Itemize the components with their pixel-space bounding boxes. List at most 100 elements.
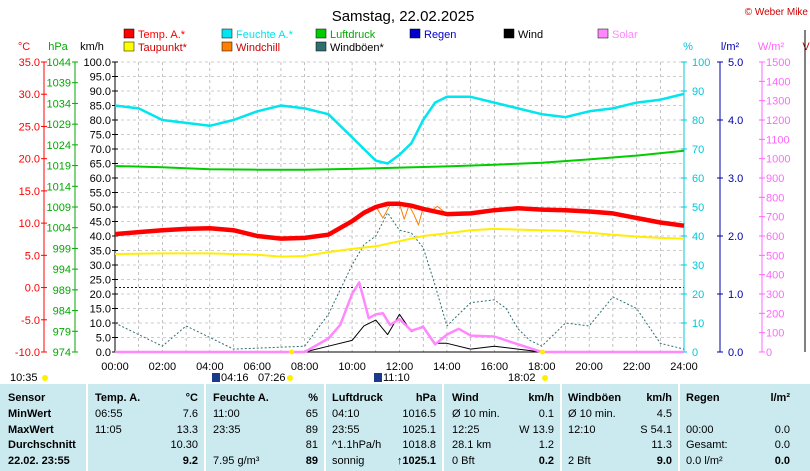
- axis-unit: V: [802, 41, 810, 53]
- table-cell: 0.0: [774, 439, 790, 451]
- table-header: hPa: [415, 392, 436, 404]
- moonrise-icon: [212, 373, 220, 382]
- solar-axis-tick-label: 700: [766, 212, 784, 224]
- wind-axis-tick-label: 30.0: [90, 260, 111, 272]
- pressure-axis-tick-label: 1004: [47, 223, 71, 235]
- legend-label: Temp. A.*: [138, 29, 186, 41]
- solar-axis-tick-label: 900: [766, 173, 784, 185]
- solar-axis-tick-label: 0: [766, 347, 772, 359]
- temp-axis-tick-label: 15.0: [19, 186, 40, 198]
- temp-axis-tick-label: 10.0: [19, 218, 40, 230]
- temp-axis-tick-label: -5.0: [21, 315, 40, 327]
- wind-axis-tick-label: 15.0: [90, 304, 111, 316]
- table-cell: 1016.5: [402, 408, 436, 420]
- table-row-label: Durchschnitt: [8, 439, 76, 451]
- humidity-axis-tick-label: 30: [692, 260, 704, 272]
- rain-axis-tick-label: 4.0: [728, 115, 743, 127]
- stats-table: Sensor Temp. A. °C Feuchte A.% Luftdruck hPa W…: [0, 384, 810, 471]
- humidity-axis-tick-label: 40: [692, 231, 704, 243]
- table-cell: 89: [305, 454, 318, 467]
- wind-axis-tick-label: 10.0: [90, 318, 111, 330]
- legend-swatch: [597, 28, 609, 39]
- wind-axis-tick-label: 20.0: [90, 289, 111, 301]
- solar-axis-tick-label: 1400: [766, 76, 790, 88]
- table-cell: 9.0: [656, 454, 672, 467]
- table-cell: 12:10: [568, 423, 596, 436]
- table-cell: 0.2: [538, 454, 554, 467]
- noon-time: 11:10: [383, 372, 410, 384]
- table-cell: Ø 10 min.: [568, 408, 616, 420]
- table-cell: 81: [305, 439, 318, 451]
- pressure-axis-tick-label: 994: [53, 264, 71, 276]
- moonset-time: 10:35: [10, 372, 38, 384]
- temp-axis-tick-label: -10.0: [15, 347, 40, 359]
- solar-axis-tick-label: 1200: [766, 115, 790, 127]
- x-axis-labels: 00:00 02:00 04:00 06:00 08:00 10:00 12:00 14:00…: [101, 361, 698, 373]
- sunset-time: 18:02: [508, 372, 536, 384]
- wind-axis-tick-label: 40.0: [90, 231, 111, 243]
- axis-unit: %: [683, 41, 693, 53]
- axis-units: °C hPa km/h% l/m² W/m² V: [18, 41, 810, 53]
- legend-label: Regen: [424, 29, 456, 41]
- series-luftdruck: [114, 149, 685, 171]
- axes: 35.0 30.0 25.0 20.0 15.0 10.0 5.0 0.0 -5.0 -10.0 1…: [15, 30, 806, 359]
- wind-axis-tick-label: 65.0: [90, 159, 111, 171]
- table-header: Windböen: [568, 392, 622, 404]
- humidity-axis-tick-label: 50: [692, 202, 704, 214]
- pressure-axis-tick-label: 1034: [47, 98, 71, 110]
- x-tick-label: 10:00: [338, 361, 366, 373]
- table-cell: 0.0 l/m²: [686, 454, 723, 467]
- x-tick-label: 02:00: [149, 361, 177, 373]
- legend-swatch: [123, 41, 135, 52]
- legend-swatch: [503, 28, 515, 39]
- table-row-label: MaxWert: [8, 423, 54, 436]
- solar-axis-tick-label: 600: [766, 231, 784, 243]
- wind-axis-tick-label: 95.0: [90, 72, 111, 84]
- axis-unit: W/m²: [758, 41, 785, 53]
- pressure-axis-tick-label: 979: [53, 326, 71, 338]
- axis-unit: km/h: [80, 41, 104, 53]
- pressure-axis-tick-label: 1039: [47, 78, 71, 90]
- legend-swatch: [221, 28, 233, 39]
- wind-axis-tick-label: 90.0: [90, 86, 111, 98]
- solar-axis-tick-label: 400: [766, 270, 784, 282]
- table-cell: 11:05: [95, 423, 122, 436]
- legend-label: Windchill: [236, 42, 280, 54]
- pressure-axis-tick-label: 1019: [47, 161, 71, 173]
- legend-label: Windböen*: [330, 42, 385, 54]
- table-cell: 10.30: [170, 439, 198, 451]
- temp-axis-tick-label: 0.0: [25, 283, 40, 295]
- table-header: km/h: [646, 392, 672, 404]
- axis-unit: °C: [18, 41, 30, 53]
- table-cell: 0.0: [774, 454, 790, 467]
- table-row-label: MinWert: [8, 408, 52, 420]
- solar-axis-tick-label: 1100: [766, 134, 790, 146]
- wind-axis-tick-label: 85.0: [90, 101, 111, 113]
- solar-axis-tick-label: 1000: [766, 154, 790, 166]
- table-header: Regen: [686, 392, 720, 404]
- table-cell: 13.3: [176, 423, 198, 436]
- wind-axis-tick-label: 35.0: [90, 246, 111, 258]
- x-tick-label: 20:00: [575, 361, 603, 373]
- x-tick-label: 24:00: [670, 361, 698, 373]
- table-header: Temp. A.: [95, 392, 141, 404]
- table-cell: 04:10: [332, 408, 360, 420]
- table-cell: 00:00: [686, 423, 714, 436]
- temp-axis-tick-label: 5.0: [25, 250, 40, 262]
- pressure-axis-tick-label: 974: [53, 347, 71, 359]
- sunrise-icon: [287, 375, 293, 381]
- sunset-icon: [542, 375, 548, 381]
- table-cell: Ø 10 min.: [452, 408, 500, 420]
- sun-axis-dot: [539, 349, 545, 355]
- wind-axis-tick-label: 60.0: [90, 173, 111, 185]
- pressure-axis-tick-label: 1009: [47, 202, 71, 214]
- pressure-axis-tick-label: 1014: [47, 181, 71, 193]
- axis-unit: l/m²: [721, 41, 740, 53]
- table-row-label: 22.02. 23:55: [8, 454, 70, 467]
- table-cell: 2 Bft: [568, 454, 591, 467]
- table-cell: 28.1 km: [452, 439, 492, 451]
- solar-axis-tick-label: 100: [766, 328, 784, 340]
- table-cell: 0.1: [538, 408, 554, 420]
- temp-axis-tick-label: 35.0: [19, 57, 40, 69]
- humidity-axis-tick-label: 60: [692, 173, 704, 185]
